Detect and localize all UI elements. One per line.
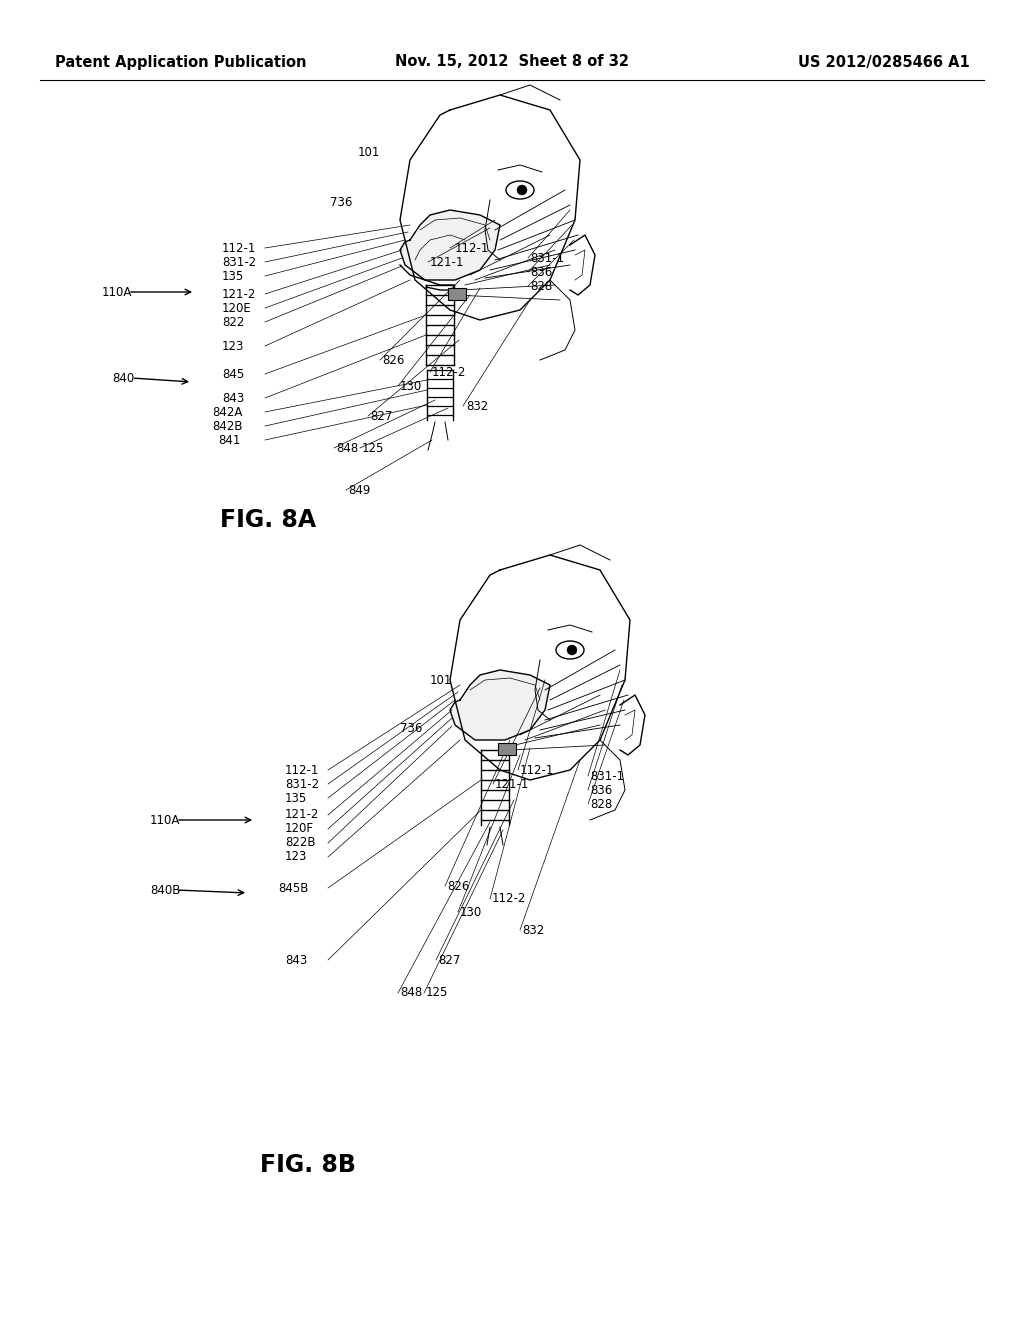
Text: 826: 826 [447,879,469,892]
Text: 836: 836 [590,784,612,796]
Text: 842A: 842A [212,405,243,418]
Polygon shape [400,210,500,280]
Text: 843: 843 [222,392,245,404]
Text: 822: 822 [222,315,245,329]
Text: 101: 101 [358,147,380,160]
Text: FIG. 8B: FIG. 8B [260,1152,356,1177]
Text: 112-1: 112-1 [455,242,489,255]
Bar [498,743,516,755]
Text: 101: 101 [430,673,453,686]
Text: 112-1: 112-1 [222,242,256,255]
Text: Nov. 15, 2012  Sheet 8 of 32: Nov. 15, 2012 Sheet 8 of 32 [395,54,629,70]
Text: 120F: 120F [285,822,314,836]
Text: 125: 125 [362,441,384,454]
Text: 842B: 842B [212,420,243,433]
Text: 828: 828 [590,797,612,810]
Text: 845: 845 [222,367,245,380]
Text: 849: 849 [348,483,371,496]
Text: 848: 848 [400,986,422,999]
Text: 831-1: 831-1 [590,770,624,783]
Text: 841: 841 [218,433,241,446]
Text: 110A: 110A [150,813,180,826]
Text: 121-2: 121-2 [285,808,319,821]
Text: 828: 828 [530,280,552,293]
Text: 832: 832 [522,924,544,936]
Text: 121-1: 121-1 [495,777,529,791]
Text: 840: 840 [112,371,134,384]
Text: 827: 827 [370,409,392,422]
Text: 135: 135 [285,792,307,804]
Text: 843: 843 [285,953,307,966]
Text: 826: 826 [382,354,404,367]
Polygon shape [450,671,550,741]
Text: 736: 736 [330,195,352,209]
Text: 848: 848 [336,441,358,454]
Text: 827: 827 [438,953,461,966]
Text: Patent Application Publication: Patent Application Publication [55,54,306,70]
Ellipse shape [567,645,577,655]
Text: 121-1: 121-1 [430,256,464,268]
Text: 110A: 110A [102,285,132,298]
Text: 120E: 120E [222,301,252,314]
Text: 123: 123 [285,850,307,863]
Text: 840B: 840B [150,883,180,896]
Text: US 2012/0285466 A1: US 2012/0285466 A1 [799,54,970,70]
Text: 831-2: 831-2 [285,777,319,791]
Text: 822B: 822B [285,837,315,850]
Text: 845B: 845B [278,882,308,895]
Text: 112-2: 112-2 [492,892,526,906]
Text: 123: 123 [222,339,245,352]
Text: FIG. 8A: FIG. 8A [220,508,316,532]
Text: 831-1: 831-1 [530,252,564,264]
Text: 130: 130 [400,380,422,392]
Text: 135: 135 [222,269,245,282]
Text: 125: 125 [426,986,449,999]
Text: 121-2: 121-2 [222,288,256,301]
Bar [449,288,466,300]
Text: 831-2: 831-2 [222,256,256,268]
Text: 836: 836 [530,265,552,279]
Text: 112-2: 112-2 [432,366,466,379]
Text: 112-1: 112-1 [520,763,554,776]
Text: 736: 736 [400,722,422,734]
Text: 112-1: 112-1 [285,763,319,776]
Text: 832: 832 [466,400,488,412]
Text: 130: 130 [460,906,482,919]
Ellipse shape [517,185,527,195]
